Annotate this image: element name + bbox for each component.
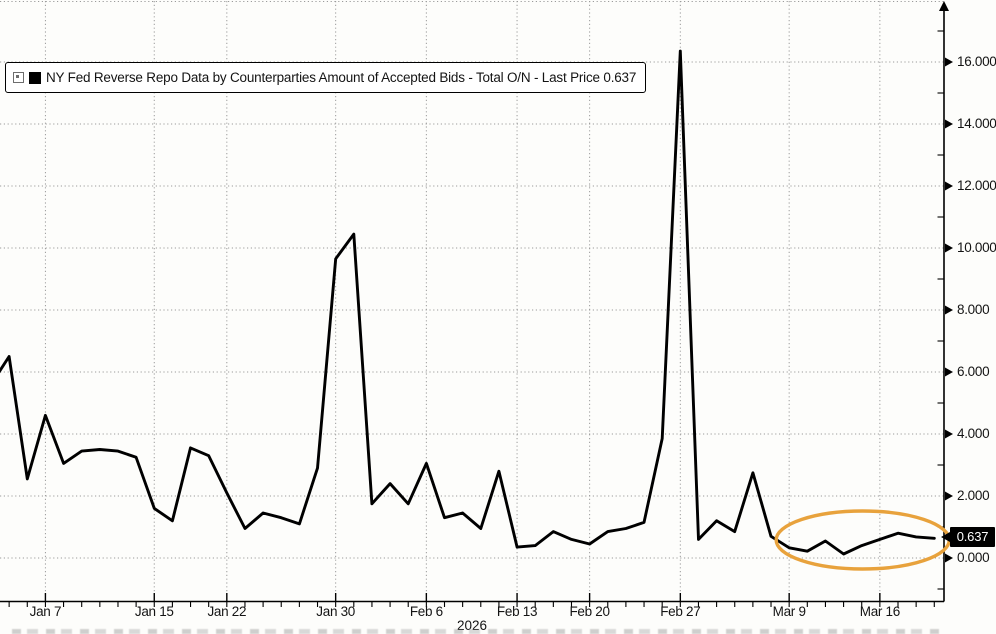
- y-tick-label: 16.000: [957, 54, 996, 69]
- y-tick-label: 0.000: [957, 550, 990, 565]
- highlight-ellipse: [774, 509, 951, 571]
- y-tick-label: 10.000: [957, 240, 996, 255]
- y-tick-label: 2.000: [957, 488, 990, 503]
- x-tick-label: Feb 20: [569, 604, 610, 619]
- x-tick-label: Jan 22: [207, 604, 247, 619]
- x-tick-label: Mar 16: [859, 604, 901, 619]
- y-tick-label: 14.000: [957, 116, 996, 131]
- legend-expander-icon[interactable]: [13, 72, 24, 83]
- last-price-arrow-icon: [941, 531, 950, 542]
- legend-series-label: NY Fed Reverse Repo Data by Counterparti…: [46, 70, 637, 85]
- x-tick-label: Feb 27: [660, 604, 701, 619]
- y-tick-arrow-icon: [945, 553, 953, 563]
- y-axis-up-arrow-icon: [939, 1, 949, 11]
- legend[interactable]: NY Fed Reverse Repo Data by Counterparti…: [5, 62, 647, 93]
- x-tick-label: Jan 30: [316, 604, 356, 619]
- x-tick-label: Mar 9: [772, 604, 806, 619]
- price-line: [0, 49, 936, 556]
- y-tick-label: 8.000: [957, 302, 990, 317]
- y-tick-arrow-icon: [945, 119, 953, 129]
- y-tick-arrow-icon: [945, 181, 953, 191]
- y-tick-label: 12.000: [957, 178, 996, 193]
- x-tick-label: Feb 13: [496, 604, 538, 619]
- x-tick-label: Jan 15: [134, 604, 174, 619]
- y-tick-arrow-icon: [945, 491, 953, 501]
- last-price-badge: 0.637: [950, 527, 995, 547]
- series-swatch-icon: [29, 71, 41, 84]
- y-tick-arrow-icon: [945, 243, 953, 253]
- y-tick-arrow-icon: [945, 305, 953, 315]
- y-tick-arrow-icon: [945, 367, 953, 377]
- y-tick-arrow-icon: [945, 429, 953, 439]
- x-tick-label: Feb 6: [409, 604, 443, 619]
- x-axis-year-label: 2026: [456, 618, 488, 633]
- truncated-footer-text: [12, 629, 942, 634]
- y-tick-label: 6.000: [957, 364, 990, 379]
- y-tick-arrow-icon: [945, 57, 953, 67]
- x-tick-label: Jan 7: [29, 604, 62, 619]
- y-tick-label: 4.000: [957, 426, 990, 441]
